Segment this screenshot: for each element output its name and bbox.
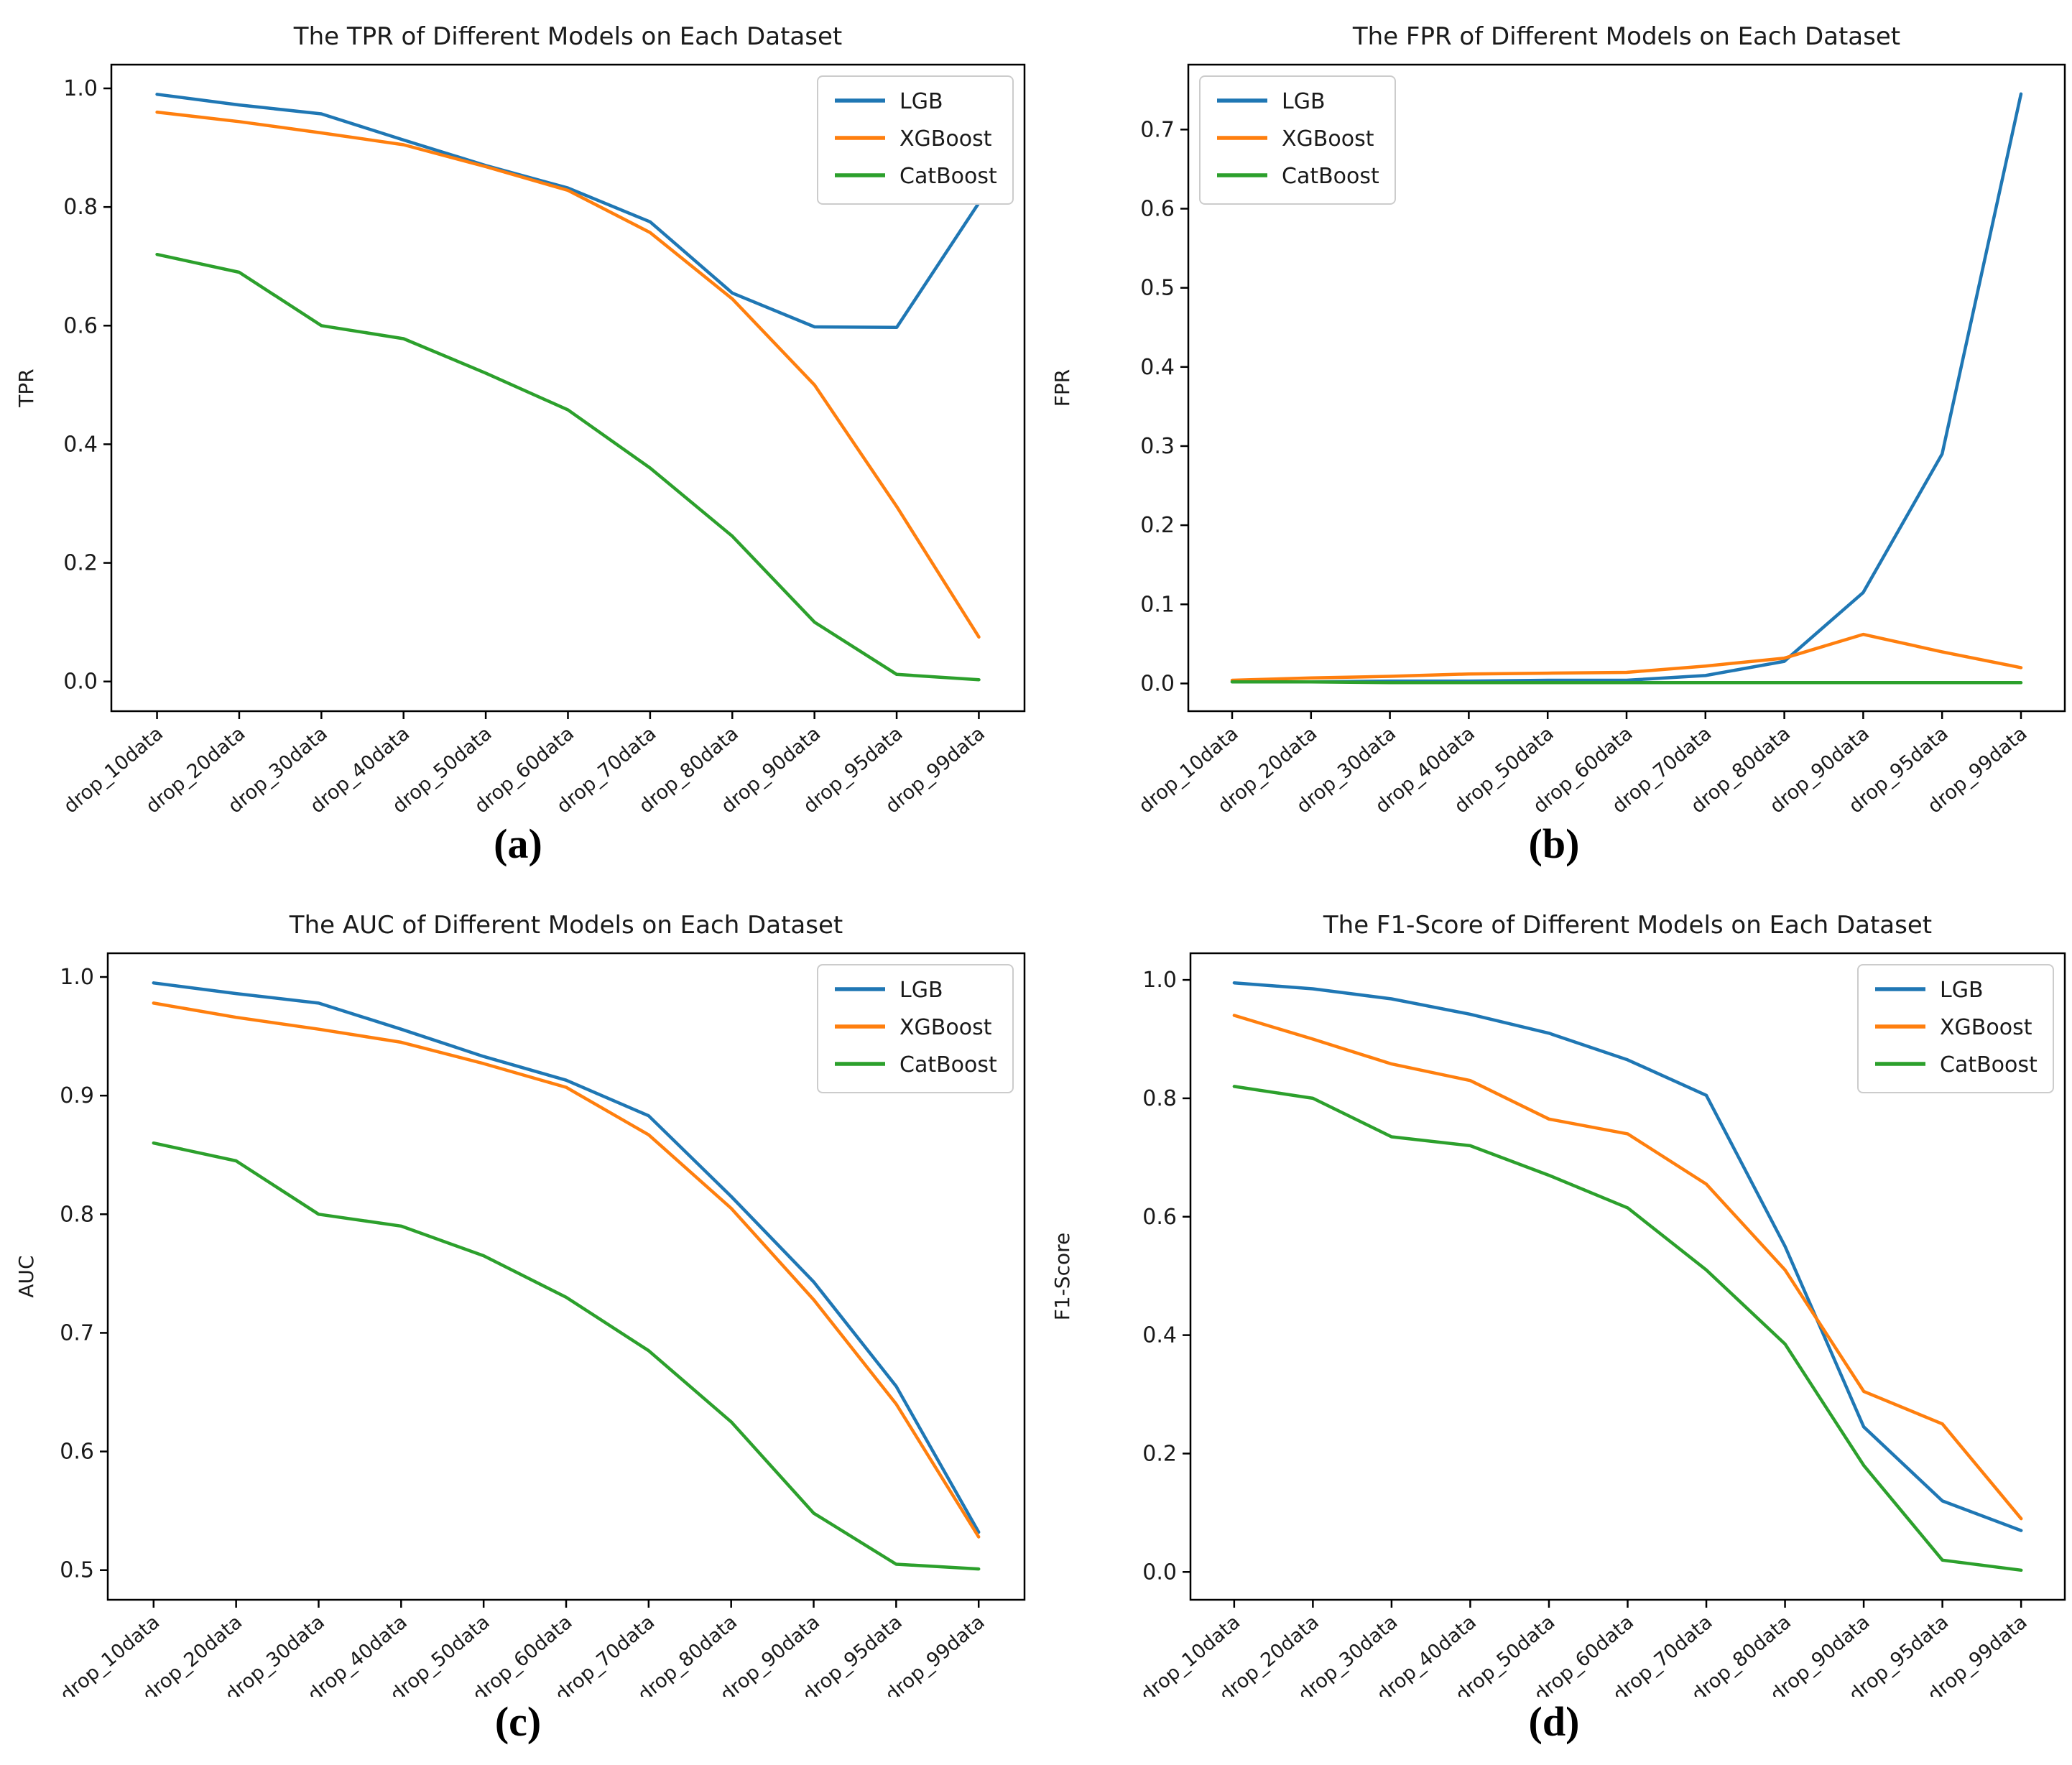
y-tick-label: 0.0 [1140, 671, 1175, 696]
legend: LGB XGBoost CatBoost [817, 75, 1014, 205]
legend-label: XGBoost [1940, 1015, 2032, 1040]
legend-box [1857, 964, 2054, 1093]
legend: LGB XGBoost CatBoost [817, 964, 1014, 1093]
legend-entry-lgb: LGB [1875, 978, 1984, 1003]
y-tick-label: 0.7 [60, 1320, 94, 1345]
legend: LGB XGBoost CatBoost [1857, 964, 2054, 1093]
series-line-lgb [152, 981, 981, 1534]
legend-label: LGB [899, 978, 943, 1003]
chart-title: The TPR of Different Models on Each Data… [293, 22, 842, 51]
legend-entry-xgboost: XGBoost [835, 1015, 992, 1040]
legend-entry-catboost: CatBoost [1875, 1052, 2038, 1078]
chart-fpr: The FPR of Different Models on Each Data… [1050, 22, 2066, 818]
series-line-catboost [152, 1141, 981, 1571]
caption-a: (a) [494, 820, 542, 867]
y-tick-label: 0.5 [1140, 276, 1175, 301]
series-line-xgboost [155, 110, 981, 639]
y-tick-label: 0.4 [1140, 355, 1175, 380]
legend-entry-catboost: CatBoost [1217, 164, 1379, 189]
y-tick-label: 0.8 [1142, 1086, 1177, 1111]
y-tick-label: 1.0 [63, 76, 98, 101]
series-line-catboost [155, 252, 981, 682]
y-tick-label: 0.5 [60, 1558, 94, 1583]
y-tick-label: 0.0 [63, 670, 98, 695]
legend-entry-xgboost: XGBoost [835, 126, 992, 152]
y-axis-label: TPR [14, 369, 38, 407]
y-axis-label: AUC [14, 1255, 38, 1297]
series-line-lgb [1232, 981, 2023, 1532]
y-tick-label: 0.6 [63, 313, 98, 338]
y-tick-label: 0.8 [60, 1202, 94, 1227]
y-tick-label: 0.4 [63, 432, 98, 457]
y-tick-label: 0.1 [1140, 592, 1175, 617]
chart-f1: The F1-Score of Different Models on Each… [1050, 911, 2066, 1697]
y-axis-label: FPR [1050, 369, 1074, 407]
legend-entry-xgboost: XGBoost [1217, 126, 1374, 152]
chart-auc: The AUC of Different Models on Each Data… [14, 911, 1026, 1697]
legend-entry-lgb: LGB [835, 978, 943, 1003]
y-tick-label: 0.4 [1142, 1323, 1177, 1348]
y-axis-label: F1-Score [1050, 1233, 1074, 1320]
legend-label: CatBoost [899, 1052, 997, 1078]
y-tick-label: 0.2 [1140, 513, 1175, 538]
legend-entry-xgboost: XGBoost [1875, 1015, 2032, 1040]
y-tick-label: 0.6 [1142, 1205, 1177, 1230]
series-line-xgboost [1232, 1014, 2023, 1521]
legend-label: LGB [1282, 89, 1326, 114]
y-tick-label: 0.2 [1142, 1441, 1177, 1466]
legend-box [817, 75, 1014, 205]
y-tick-label: 0.0 [1142, 1560, 1177, 1585]
y-tick-label: 1.0 [60, 965, 94, 990]
y-tick-label: 0.6 [60, 1440, 94, 1465]
caption-d: (d) [1528, 1698, 1580, 1745]
legend-entry-catboost: CatBoost [835, 1052, 997, 1078]
series-line-lgb [155, 93, 981, 330]
caption-c: (c) [494, 1698, 542, 1745]
y-tick-label: 0.7 [1140, 117, 1175, 142]
panel-fpr: The FPR of Different Models on Each Data… [1036, 0, 2072, 889]
legend-label: CatBoost [1940, 1052, 2038, 1078]
chart-title: The FPR of Different Models on Each Data… [1352, 22, 1900, 51]
y-tick-label: 0.3 [1140, 434, 1175, 459]
y-tick-label: 1.0 [1142, 968, 1177, 993]
legend-label: CatBoost [899, 164, 997, 189]
legend-label: LGB [1940, 978, 1984, 1003]
legend-box [1199, 75, 1396, 205]
caption-b: (b) [1528, 820, 1580, 867]
y-tick-label: 0.9 [60, 1083, 94, 1108]
series-line-catboost [1232, 1085, 2023, 1572]
chart-title: The AUC of Different Models on Each Data… [289, 911, 843, 940]
legend-entry-catboost: CatBoost [835, 164, 997, 189]
panel-tpr: The TPR of Different Models on Each Data… [0, 0, 1036, 889]
legend-label: LGB [899, 89, 943, 114]
legend-entry-lgb: LGB [835, 89, 943, 114]
y-tick-label: 0.2 [63, 551, 98, 576]
series-line-xgboost [152, 1001, 981, 1539]
y-tick-label: 0.8 [63, 195, 98, 220]
panel-auc: The AUC of Different Models on Each Data… [0, 889, 1036, 1765]
chart-tpr: The TPR of Different Models on Each Data… [14, 22, 1026, 818]
legend-label: CatBoost [1282, 164, 1379, 189]
legend-label: XGBoost [1282, 126, 1374, 152]
chart-title: The F1-Score of Different Models on Each… [1323, 911, 1932, 940]
legend-entry-lgb: LGB [1217, 89, 1326, 114]
legend-label: XGBoost [899, 126, 992, 152]
y-tick-label: 0.6 [1140, 196, 1175, 221]
legend-label: XGBoost [899, 1015, 992, 1040]
legend: LGB XGBoost CatBoost [1199, 75, 1396, 205]
series-line-xgboost [1230, 632, 2023, 682]
panel-f1: The F1-Score of Different Models on Each… [1036, 889, 2072, 1765]
legend-box [817, 964, 1014, 1093]
